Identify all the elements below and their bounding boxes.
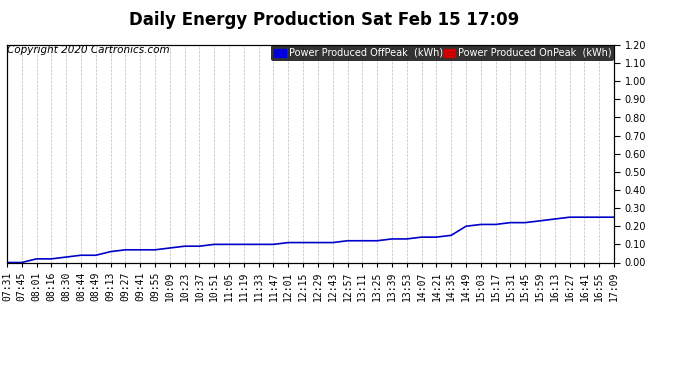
Text: Copyright 2020 Cartronics.com: Copyright 2020 Cartronics.com xyxy=(7,45,170,55)
Legend: Power Produced OffPeak  (kWh), Power Produced OnPeak  (kWh): Power Produced OffPeak (kWh), Power Prod… xyxy=(271,45,614,61)
Text: Daily Energy Production Sat Feb 15 17:09: Daily Energy Production Sat Feb 15 17:09 xyxy=(129,11,520,29)
